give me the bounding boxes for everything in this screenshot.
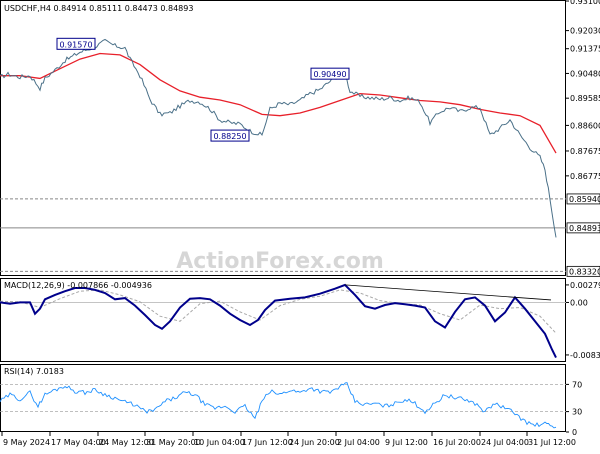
x-tick-label: 31 May 20:00 [146, 438, 201, 447]
x-tick-label: 24 May 12:00 [99, 438, 154, 447]
macd-trendline [344, 284, 552, 301]
rsi-line [0, 382, 557, 429]
price-series-line [0, 38, 557, 238]
rsi-y-tick-label: 70 [572, 380, 582, 389]
price-hline-label: 0.85940 [566, 193, 600, 205]
rsi-panel-frame [0, 364, 566, 432]
price-hline-label: 0.83320 [566, 265, 600, 277]
macd-y-tick-label: -0.008373 [570, 351, 600, 360]
macd-title: MACD(12,26,9) -0.007866 -0.004936 [4, 281, 152, 290]
price-y-tick-label: 0.87675 [570, 147, 600, 156]
chart-header-text: USDCHF,H4 0.84914 0.85111 0.84473 0.8489… [4, 4, 193, 13]
price-hline-label: 0.84893 [566, 222, 600, 234]
x-tick-label: 2 Jul 04:00 [337, 438, 380, 447]
x-tick-label: 17 May 04:00 [51, 438, 106, 447]
annotation-label: 0.88250 [213, 132, 246, 141]
macd-y-tick-label: 0.002797 [570, 281, 600, 290]
macd-panel-frame [0, 278, 566, 362]
watermark-text: ActionForex.com [176, 249, 384, 274]
price-y-tick-label: 0.89585 [570, 94, 600, 103]
macd-line [0, 283, 557, 359]
price-ma-line [0, 52, 557, 154]
macd-signal-line [0, 289, 557, 334]
price-annotation: 0.88250 [210, 129, 250, 142]
price-panel-frame [0, 0, 566, 276]
annotation-label: 0.90490 [313, 70, 346, 79]
price-hline-label-text: 0.84893 [569, 224, 600, 233]
price-y-tick-label: 0.91375 [570, 45, 600, 54]
x-tick-label: 24 Jun 20:00 [289, 438, 340, 447]
price-y-tick-label: 0.88600 [570, 121, 600, 130]
rsi-y-tick-label: 30 [572, 408, 582, 417]
price-hline-label-box [566, 193, 600, 205]
x-tick-label: 24 Jul 04:00 [481, 438, 529, 447]
price-hline-label-text: 0.83320 [569, 267, 600, 276]
x-tick-label: 17 Jun 12:00 [242, 438, 293, 447]
price-hline-label-text: 0.85940 [569, 195, 600, 204]
price-y-tick-label: 0.93100 [570, 0, 600, 6]
annotation-box [210, 129, 250, 142]
x-tick-label: 31 Jul 12:00 [528, 438, 576, 447]
annotation-box [310, 67, 350, 80]
x-tick-label: 9 May 2024 [3, 438, 50, 447]
x-tick-label: 9 Jul 12:00 [385, 438, 428, 447]
price-hline-label-box [566, 222, 600, 234]
annotation-box [56, 37, 96, 50]
price-annotation: 0.90490 [310, 67, 350, 80]
rsi-y-tick-label: 0 [572, 428, 577, 437]
price-annotation: 0.91570 [56, 37, 96, 50]
price-y-tick-label: 0.90480 [570, 69, 600, 78]
price-y-tick-label: 0.92030 [570, 27, 600, 36]
x-tick-label: 16 Jul 20:00 [433, 438, 481, 447]
macd-y-tick-label: 0.00 [570, 298, 588, 307]
price-hline-label-box [566, 265, 600, 277]
rsi-title: RSI(14) 7.0183 [4, 367, 64, 376]
price-y-tick-label: 0.86775 [570, 172, 600, 181]
annotation-label: 0.91570 [59, 40, 92, 49]
x-tick-label: 10 Jun 04:00 [194, 438, 245, 447]
